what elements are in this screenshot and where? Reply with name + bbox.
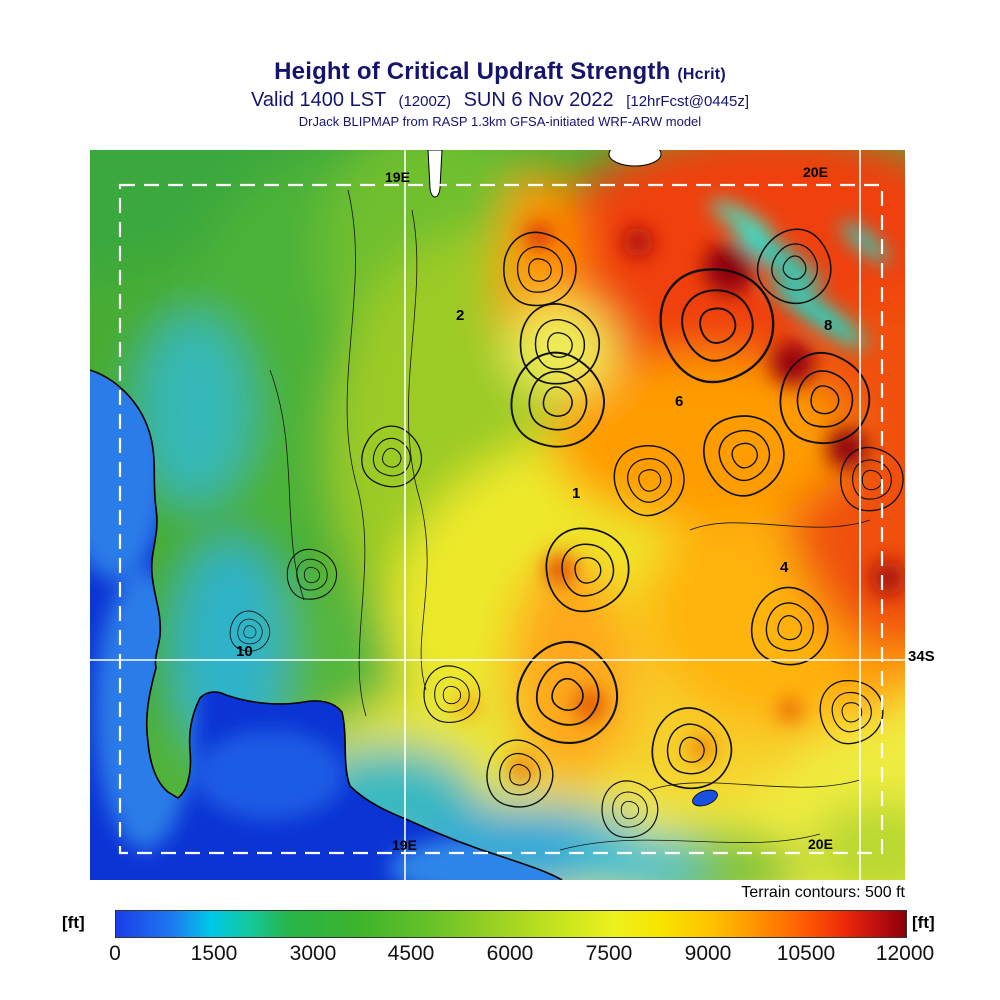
site-number-10: 10 xyxy=(236,643,253,660)
tick-4500: 4500 xyxy=(387,942,435,965)
header: Height of Critical Updraft Strength (Hcr… xyxy=(0,58,1000,129)
inland-dam xyxy=(692,789,718,807)
site-number-1: 1 xyxy=(572,485,581,502)
tick-9000: 9000 xyxy=(684,942,732,965)
tick-3000: 3000 xyxy=(289,942,337,965)
tick-0: 0 xyxy=(109,942,121,965)
valid-line: Valid 1400 LST (1200Z) SUN 6 Nov 2022 [1… xyxy=(0,89,1000,112)
tick-7500: 7500 xyxy=(585,942,633,965)
graticule xyxy=(90,150,905,880)
tick-12000: 12000 xyxy=(875,942,935,965)
map-plot xyxy=(90,150,905,880)
site-number-8: 8 xyxy=(824,317,833,334)
tick-1500: 1500 xyxy=(190,942,238,965)
colorbar-unit-right: [ft] xyxy=(912,913,935,932)
colorbar-ticks: 0 1500 3000 4500 6000 7500 9000 10500 12… xyxy=(109,942,934,970)
terrain-contours-note: Terrain contours: 500 ft xyxy=(741,884,905,901)
page-title: Height of Critical Updraft Strength (Hcr… xyxy=(0,58,1000,86)
tick-6000: 6000 xyxy=(486,942,534,965)
terrain-contours xyxy=(269,189,871,851)
domain-frame xyxy=(118,183,884,855)
valid-date: SUN 6 Nov 2022 xyxy=(463,89,614,111)
site-number-6: 6 xyxy=(675,393,684,410)
model-line: DrJack BLIPMAP from RASP 1.3km GFSA-init… xyxy=(298,114,702,129)
grid-label-20e-top: 20E xyxy=(803,164,828,180)
valid-prefix: Valid 1400 LST xyxy=(250,89,386,111)
colorbar: [ft] [ft] 0 1500 3000 4500 6000 7500 900… xyxy=(0,906,1000,976)
site-number-2: 2 xyxy=(456,307,465,324)
tick-10500: 10500 xyxy=(776,942,836,965)
grid-label-34s: 34S xyxy=(908,648,935,665)
colorbar-gradient xyxy=(115,910,907,938)
title-text: Height of Critical Updraft Strength xyxy=(274,58,671,85)
valid-zulu: (1200Z) xyxy=(398,93,451,110)
title-paren: (Hcrit) xyxy=(677,66,726,83)
color-detail xyxy=(458,200,905,780)
grid-label-19e-top: 19E xyxy=(385,169,410,185)
coastline xyxy=(90,369,563,880)
colorbar-unit-left: [ft] xyxy=(62,913,85,932)
grid-label-19e-bottom: 19E xyxy=(392,837,417,853)
grid-label-20e-bottom: 20E xyxy=(808,836,833,852)
site-number-4: 4 xyxy=(780,559,789,576)
valid-fcst: [12hrFcst@0445z] xyxy=(626,93,749,110)
map: 19E 20E 19E 20E 2 8 6 1 4 10 xyxy=(90,150,905,880)
